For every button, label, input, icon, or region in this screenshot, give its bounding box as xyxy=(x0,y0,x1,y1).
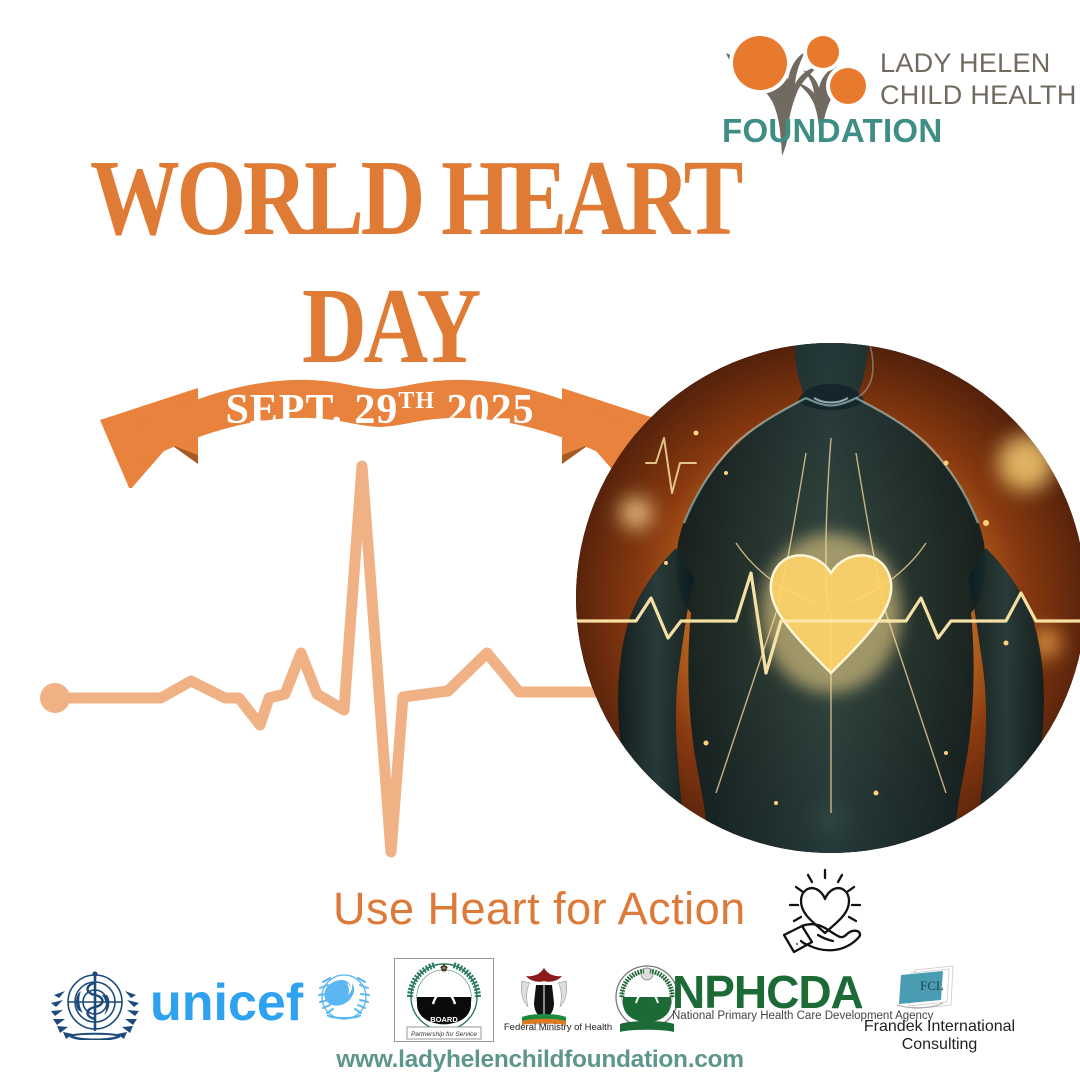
svg-text:FCL: FCL xyxy=(920,978,944,993)
svg-text:Partnership for Action: Partnership for Action xyxy=(623,1034,671,1040)
svg-text:BOARD: BOARD xyxy=(430,1015,458,1024)
svg-text:Partnership for Service: Partnership for Service xyxy=(411,1031,477,1038)
